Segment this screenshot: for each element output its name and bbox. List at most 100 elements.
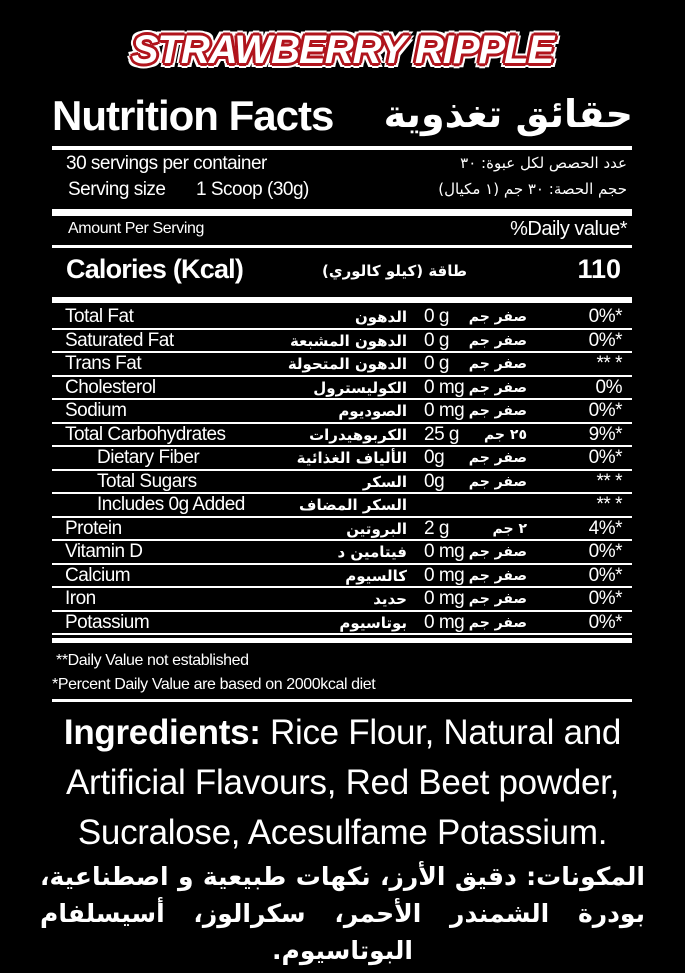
ingredients-label: Ingredients: xyxy=(63,713,261,752)
nutrient-amount-arabic: صفر جم xyxy=(468,356,528,372)
nutrient-daily-value: 9%* xyxy=(588,423,623,445)
nutrient-amount: 0g xyxy=(424,447,445,468)
nutrient-daily-value: 0% xyxy=(595,376,623,398)
nutrient-amount-arabic: صفر جم xyxy=(468,309,528,325)
nutrient-name: Saturated Fat xyxy=(65,329,174,351)
serving-size-label: Serving size xyxy=(68,179,166,200)
nutrient-row: Trans Fat الدهون المتحولة 0 g صفر جم ** * xyxy=(52,353,632,377)
ingredients-text: Rice Flour, Natural and Artificial Flavo… xyxy=(65,713,622,852)
nutrient-daily-value: 4%* xyxy=(588,517,623,539)
nutrient-name-arabic: السكر المضاف xyxy=(299,496,407,514)
nutrient-name: Protein xyxy=(65,517,122,539)
footnote: **Daily Value not established xyxy=(56,652,249,669)
nutrient-name: Iron xyxy=(65,588,96,609)
nutrient-amount-arabic: صفر جم xyxy=(468,544,528,560)
nutrient-amount: 0g xyxy=(424,470,445,492)
nutrient-amount: 0 g xyxy=(424,329,449,351)
nutrient-row: Iron حديد 0 mg صفر جم 0%* xyxy=(52,588,632,612)
nutrient-daily-value: 0%* xyxy=(588,400,623,421)
nutrient-amount-arabic: صفر جم xyxy=(468,614,528,631)
servings-per-container: 30 servings per container xyxy=(66,153,267,174)
nutrient-amount-arabic: صفر جم xyxy=(468,403,528,419)
nutrient-name-arabic: الكربوهيدرات xyxy=(309,425,407,444)
nutrient-name: Dietary Fiber xyxy=(97,447,200,468)
divider xyxy=(52,699,632,702)
nutrient-name-arabic: فيتامين د xyxy=(337,543,407,561)
footnote: *Percent Daily Value are based on 2000kc… xyxy=(52,676,376,693)
nutrient-row: Sodium الصوديوم 0 mg صفر جم 0%* xyxy=(52,400,632,424)
nutrient-amount-arabic: ٢٥ جم xyxy=(483,426,528,443)
calories-label-arabic: طاقة (كيلو كالوري) xyxy=(322,262,467,280)
calories-label: Calories (Kcal) xyxy=(66,254,244,284)
nutrient-name-arabic: بوتاسيوم xyxy=(339,613,407,632)
nutrient-amount-arabic: صفر جم xyxy=(468,332,528,349)
nutrient-row: Vitamin D فيتامين د 0 mg صفر جم 0%* xyxy=(52,541,632,565)
nutrient-name: Total Fat xyxy=(65,306,134,327)
nutrient-name-arabic: الدهون المشبعة xyxy=(289,331,408,350)
nutrient-row: Includes 0g Added السكر المضاف ** * xyxy=(52,494,632,518)
nutrition-facts-title: Nutrition Facts xyxy=(52,92,334,139)
nutrient-name: Includes 0g Added xyxy=(97,494,245,515)
nutrient-row: Potassium بوتاسيوم 0 mg صفر جم 0%* xyxy=(52,611,632,635)
nutrient-daily-value: 0%* xyxy=(588,564,623,586)
nutrient-name-arabic: حديد xyxy=(373,590,407,608)
nutrient-name-arabic: الألياف الغذائية xyxy=(296,449,408,467)
divider xyxy=(52,245,632,248)
nutrient-amount-arabic: صفر جم xyxy=(468,379,528,396)
nutrient-name-arabic: البروتين xyxy=(346,519,407,538)
nutrient-name-arabic: الكوليسترول xyxy=(313,378,407,397)
nutrient-name-arabic: الدهون المتحولة xyxy=(287,355,408,373)
nutrient-amount: 0 mg xyxy=(424,400,465,421)
nutrient-name-arabic: السكر xyxy=(362,472,408,491)
nutrient-name: Sodium xyxy=(65,400,127,421)
nutrient-name: Trans Fat xyxy=(65,353,142,374)
nutrient-row: Calcium كالسيوم 0 mg صفر جم 0%* xyxy=(52,564,632,588)
ingredients-english: Ingredients: Rice Flour, Natural and Art… xyxy=(40,708,645,858)
nutrient-amount: 0 g xyxy=(424,353,449,374)
nutrient-amount-arabic: صفر جم xyxy=(468,591,528,607)
calories-value: 110 xyxy=(577,254,621,284)
nutrient-table: Total Fat الدهون 0 g صفر جم 0%* Saturated Fat… xyxy=(52,306,632,635)
nutrient-daily-value: 0%* xyxy=(588,329,623,351)
nutrient-amount-arabic: ٢ جم xyxy=(492,520,528,537)
product-name: STRAWBERRY RIPPLE xyxy=(131,28,555,72)
nutrient-daily-value: 0%* xyxy=(588,588,623,609)
nutrient-row: Total Carbohydrates الكربوهيدرات 25 g ٢٥ جم… xyxy=(52,423,632,447)
nutrient-name: Cholesterol xyxy=(65,376,156,398)
nutrient-row: Cholesterol الكوليسترول 0 mg صفر جم 0% xyxy=(52,376,632,400)
amount-per-serving-label: Amount Per Serving xyxy=(68,220,204,237)
nutrient-daily-value: ** * xyxy=(596,494,623,515)
nutrient-daily-value: 0%* xyxy=(588,541,623,562)
serving-size-value: 1 Scoop (30g) xyxy=(196,179,309,200)
nutrient-name: Total Sugars xyxy=(97,470,197,492)
nutrient-amount: 0 mg xyxy=(424,376,465,398)
nutrient-name: Potassium xyxy=(65,611,150,633)
nutrient-amount: 0 mg xyxy=(424,588,465,609)
divider xyxy=(52,638,632,643)
nutrient-name-arabic: الدهون xyxy=(354,308,408,326)
nutrient-name: Vitamin D xyxy=(65,541,143,562)
nutrient-daily-value: ** * xyxy=(596,470,623,492)
nutrient-name: Total Carbohydrates xyxy=(65,423,226,445)
nutrient-row: Saturated Fat الدهون المشبعة 0 g صفر جم 0%* xyxy=(52,329,632,353)
nutrient-amount-arabic: صفر جم xyxy=(468,450,528,466)
servings-per-container-arabic: عدد الحصص لكل عبوة: ٣٠ xyxy=(460,154,627,172)
nutrient-daily-value: 0%* xyxy=(588,306,623,327)
nutrient-amount: 2 g xyxy=(424,517,449,539)
nutrient-amount-arabic: صفر جم xyxy=(468,473,528,490)
nutrient-amount: 0 mg xyxy=(424,611,465,633)
nutrient-amount: 0 g xyxy=(424,306,449,327)
nutrient-name-arabic: كالسيوم xyxy=(345,566,407,585)
nutrient-name: Calcium xyxy=(65,564,131,586)
nutrient-name-arabic: الصوديوم xyxy=(338,402,407,420)
nutrient-row: Total Sugars السكر 0g صفر جم ** * xyxy=(52,470,632,494)
nutrient-amount-arabic: صفر جم xyxy=(468,567,528,584)
divider xyxy=(52,209,632,216)
divider xyxy=(52,146,632,150)
divider xyxy=(52,297,632,303)
ingredients-arabic: المكونات: دقيق الأرز، نكهات طبيعية و اصط… xyxy=(40,862,645,965)
nutrient-amount: 0 mg xyxy=(424,541,465,562)
serving-size-arabic: حجم الحصة: ٣٠ جم (١ مكيال) xyxy=(438,180,627,198)
nutrient-amount: 0 mg xyxy=(424,564,465,586)
nutrient-daily-value: ** * xyxy=(596,353,623,374)
